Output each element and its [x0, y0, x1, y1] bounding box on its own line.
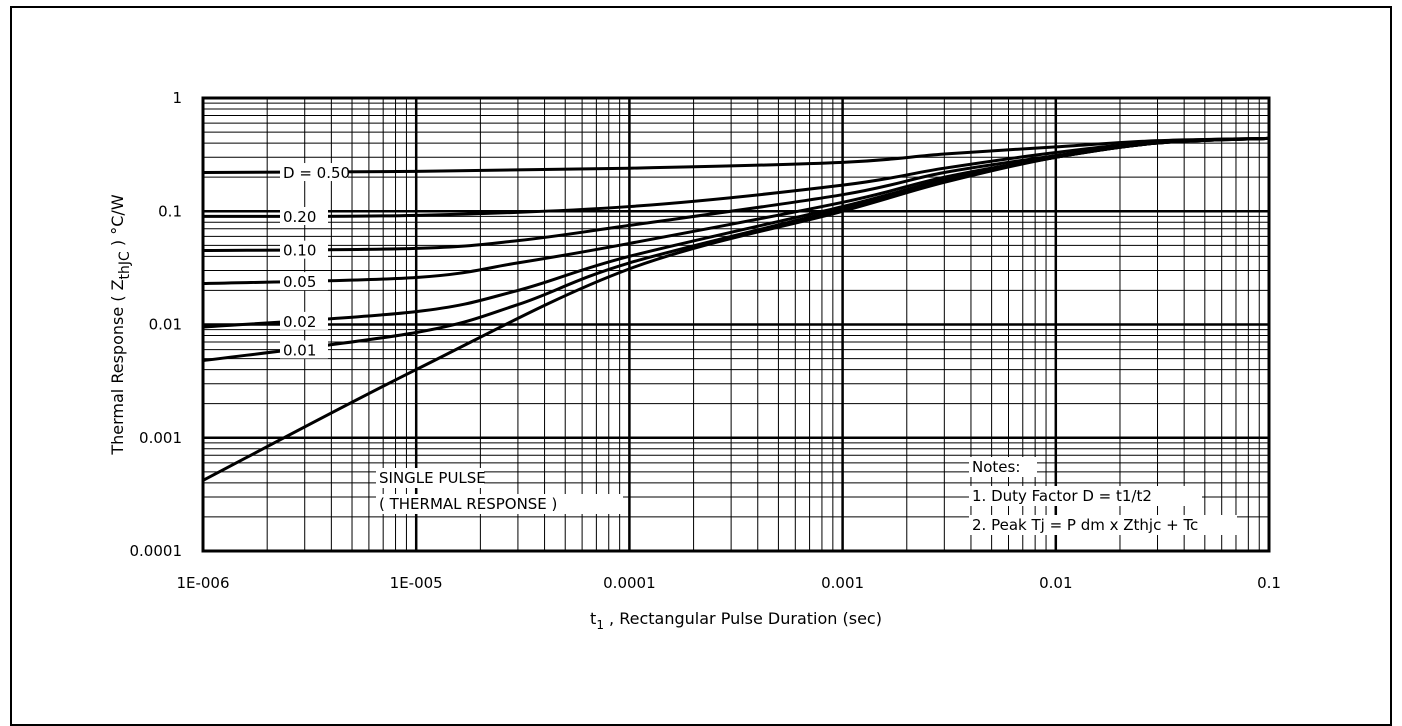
notes-line: 1. Duty Factor D = t1/t2	[972, 487, 1152, 505]
tick-labels: 1E-006 1E-005 0.0001 0.001 0.01 0.1 1 0.1 0.01 0.…	[130, 89, 1281, 592]
series-label-bg	[280, 272, 328, 291]
x-axis-label-sub: 1	[596, 618, 604, 632]
y-tick-label: 0.0001	[130, 542, 183, 560]
series-curves	[202, 136, 1270, 482]
y-tick-label: 1	[172, 89, 182, 107]
y-tick-label: 0.1	[158, 202, 182, 220]
series-label: 0.20	[283, 208, 316, 226]
series-curve-d-0-50	[202, 136, 1270, 174]
series-curve-0-10	[202, 136, 1270, 253]
x-axis-label-rest: , Rectangular Pulse Duration (sec)	[604, 609, 882, 628]
x-tick-label: 1E-006	[176, 574, 229, 592]
series-label-bg	[280, 240, 328, 259]
series-label-bg	[280, 207, 328, 226]
notes-annotation: Notes: 1. Duty Factor D = t1/t2 2. Peak …	[969, 457, 1237, 535]
single-pulse-annotation: SINGLE PULSE ( THERMAL RESPONSE )	[376, 468, 623, 514]
series-label: D = 0.50	[283, 164, 350, 182]
series-label-bg	[280, 163, 348, 182]
series-label: 0.01	[283, 341, 316, 359]
single-pulse-annotation-bg	[376, 468, 484, 488]
y-axis-label-rest: ) °C/W	[108, 194, 127, 251]
single-pulse-annotation-line: ( THERMAL RESPONSE )	[379, 495, 557, 513]
single-pulse-annotation-bg	[376, 494, 623, 514]
series-labels: D = 0.50 0.20 0.10 0.05 0.02 0.01	[280, 163, 350, 359]
x-axis-label-main: t	[590, 609, 596, 628]
x-tick-label: 0.001	[821, 574, 864, 592]
notes-heading: Notes:	[972, 458, 1020, 476]
series-label: 0.05	[283, 273, 316, 291]
series-label-bg	[280, 340, 328, 359]
y-axis-label-main: Thermal Response ( Z	[108, 279, 127, 455]
notes-annotation-bg	[969, 486, 1202, 506]
y-axis-label-sub: thJC	[117, 251, 133, 279]
plot-area-border	[201, 96, 1271, 553]
x-tick-label: 0.0001	[603, 574, 656, 592]
notes-line: 2. Peak Tj = P dm x Zthjc + Tc	[972, 516, 1198, 534]
y-tick-label: 0.01	[149, 316, 182, 334]
x-tick-label: 0.01	[1039, 574, 1072, 592]
series-curve-single-pulse	[202, 136, 1270, 482]
y-axis-label: Thermal Response ( ZthJC ) °C/W	[108, 194, 133, 455]
x-tick-label: 0.1	[1257, 574, 1281, 592]
series-label-bg	[280, 311, 328, 330]
x-tick-label: 1E-005	[390, 574, 443, 592]
notes-annotation-bg	[969, 515, 1237, 535]
series-label: 0.02	[283, 313, 316, 331]
notes-annotation-bg	[969, 457, 1037, 477]
series-label: 0.10	[283, 242, 316, 260]
x-axis-label: t1 , Rectangular Pulse Duration (sec)	[590, 609, 882, 632]
single-pulse-annotation-line: SINGLE PULSE	[379, 469, 486, 487]
y-tick-label: 0.001	[139, 429, 182, 447]
